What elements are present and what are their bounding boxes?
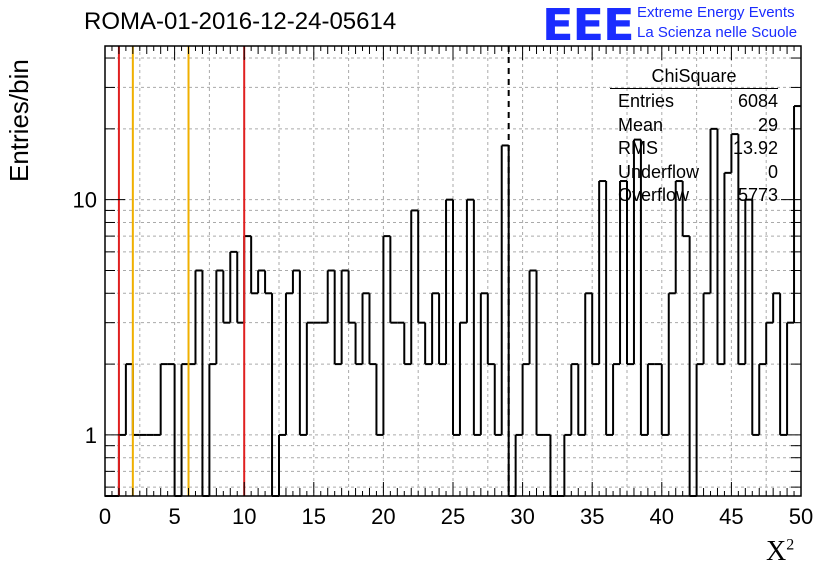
x-tick-label: 10 xyxy=(232,504,256,529)
stats-value: 0 xyxy=(767,161,778,182)
y-tick-label: 10 xyxy=(73,188,97,213)
stats-label: Overflow xyxy=(618,185,690,205)
y-tick-label: 1 xyxy=(85,423,97,448)
x-tick-label: 25 xyxy=(441,504,465,529)
x-axis-label-text: X xyxy=(766,536,787,567)
y-axis-label: Entries/bin xyxy=(4,59,34,182)
stats-label: Entries xyxy=(618,91,675,111)
stats-label: RMS xyxy=(618,138,658,158)
stats-value: 13.92 xyxy=(732,138,778,158)
stats-label: Underflow xyxy=(618,161,700,182)
x-axis-label: X2 xyxy=(766,536,794,568)
eee-logo: EEE xyxy=(542,0,635,51)
logo-line2: La Scienza nelle Scuole xyxy=(637,24,798,41)
stats-box: ChiSquare Entries 6084 Mean 29 RMS 13.92 Un… xyxy=(610,66,778,207)
stats-row-overflow: Overflow 5773 xyxy=(610,183,778,207)
chart-title: ROMA-01-2016-12-24-05614 xyxy=(84,8,397,35)
x-tick-label: 15 xyxy=(302,504,326,529)
x-tick-label: 20 xyxy=(371,504,395,529)
stats-row-entries: Entries 6084 xyxy=(610,89,778,113)
stats-row-mean: Mean 29 xyxy=(610,113,778,137)
stats-row-rms: RMS 13.92 xyxy=(610,136,778,160)
logo-line1: Extreme Energy Events xyxy=(637,4,795,21)
x-tick-label: 0 xyxy=(99,504,111,529)
stats-value: 29 xyxy=(757,114,778,135)
stats-value: 5773 xyxy=(737,185,778,205)
stats-header: ChiSquare xyxy=(610,66,778,89)
x-tick-label: 35 xyxy=(580,504,604,529)
x-tick-label: 50 xyxy=(789,504,813,529)
stats-label: Mean xyxy=(618,114,664,135)
stats-value: 6084 xyxy=(737,91,778,111)
x-tick-label: 30 xyxy=(510,504,534,529)
x-tick-label: 45 xyxy=(719,504,743,529)
x-tick-label: 40 xyxy=(650,504,674,529)
x-tick-label: 5 xyxy=(168,504,180,529)
stats-row-underflow: Underflow 0 xyxy=(610,160,778,184)
x-axis-label-superscript: 2 xyxy=(786,536,795,554)
